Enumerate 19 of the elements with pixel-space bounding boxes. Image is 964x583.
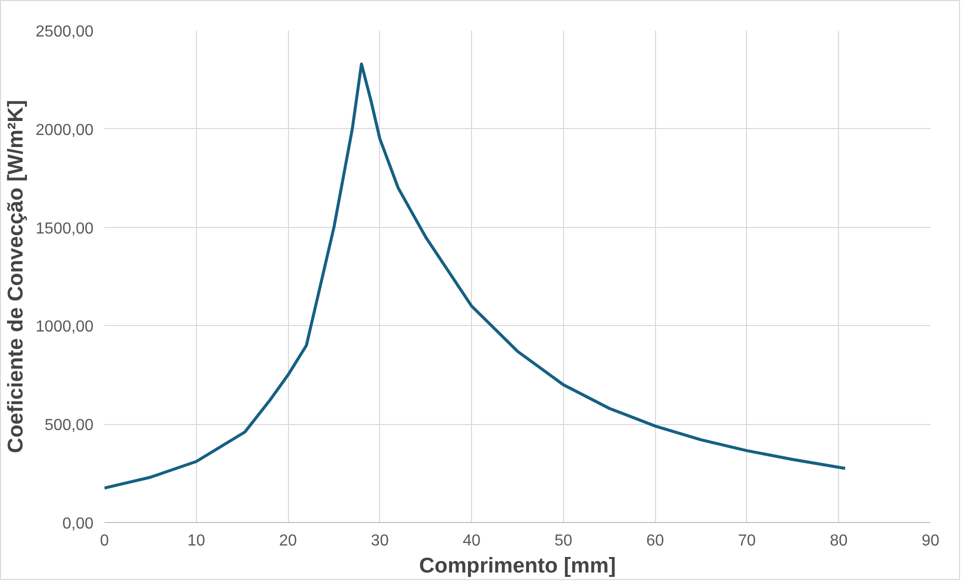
x-tick-label: 70 [738,532,756,550]
x-tick-label: 80 [830,532,848,550]
x-tick-label: 90 [922,532,940,550]
y-axis-title: Coeficiente de Convecção [W/m²K] [4,100,28,454]
x-tick-label: 50 [554,532,572,550]
x-tick-label: 60 [646,532,664,550]
y-tick-label: 2000,00 [36,122,94,139]
y-tick-label: 0,00 [62,516,94,532]
x-tick-label: 10 [187,532,206,550]
x-tick-label: 40 [462,532,481,550]
x-tick-label: 20 [279,532,298,550]
y-tick-label: 2500,00 [36,24,94,40]
line-series [104,62,847,490]
x-tick-label: 30 [370,532,389,550]
y-tick-label: 1500,00 [36,220,94,238]
x-tick-label: 0 [100,532,110,550]
y-tick-label: 1000,00 [36,318,94,336]
x-axis-title: Comprimento [mm] [419,554,616,578]
y-tick-label: 500,00 [44,417,94,434]
